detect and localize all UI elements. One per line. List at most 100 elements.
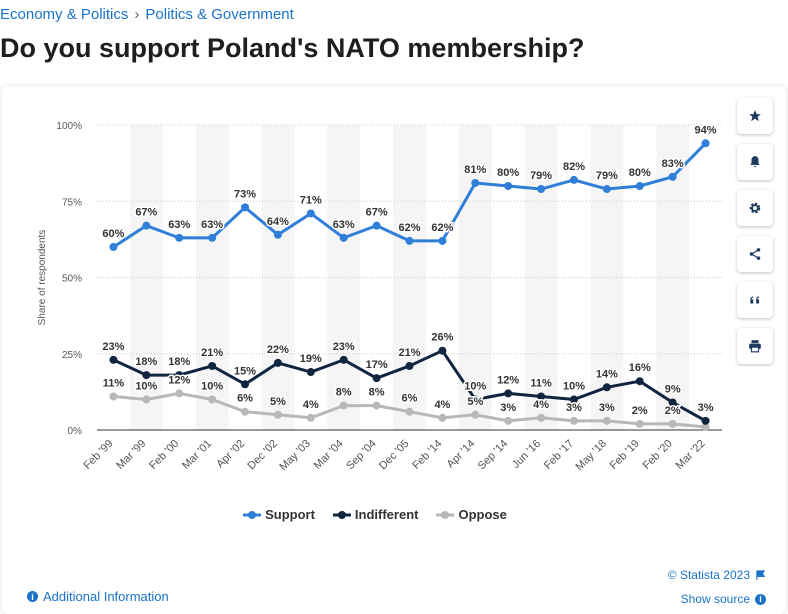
data-label-oppose: 4% [303,399,319,411]
data-label-support: 63% [201,219,223,231]
data-label-oppose: 6% [402,393,418,405]
data-label-oppose: 5% [467,396,483,408]
notification-button[interactable] [737,144,773,180]
data-label-oppose: 11% [103,377,125,389]
x-tick-label: Feb '99 [81,438,115,472]
legend-marker-oppose [436,510,455,519]
data-label-indifferent: 14% [596,368,618,380]
data-label-support: 62% [398,222,420,234]
data-point-support [438,236,447,245]
breadcrumb: Economy & Politics › Politics & Government [0,6,294,23]
x-tick-label: Feb '19 [608,438,642,472]
data-label-indifferent: 23% [102,341,124,353]
breadcrumb-link-politics[interactable]: Politics & Government [145,6,294,23]
data-label-oppose: 8% [336,387,352,399]
data-point-oppose [109,392,118,401]
additional-information-link[interactable]: i Additional Information [22,589,169,604]
data-point-support [273,230,282,239]
data-point-support [372,221,381,230]
data-label-oppose: 3% [500,402,516,414]
data-label-support: 67% [135,207,157,219]
data-label-support: 60% [102,228,124,240]
data-point-oppose [241,407,250,416]
data-point-oppose [701,422,710,431]
info-icon: i [27,591,38,602]
data-label-oppose: 10% [135,381,157,393]
quote-icon [750,296,760,304]
print-button[interactable] [737,328,773,364]
data-label-support: 63% [168,219,190,231]
data-point-indifferent [405,361,414,370]
x-tick-label: Sep '14 [476,438,511,473]
legend-item-indifferent[interactable]: Indifferent [332,507,418,522]
data-point-support [339,233,348,242]
data-point-indifferent [537,392,546,401]
x-tick-label: Dec '05 [377,438,412,473]
data-point-oppose [504,416,513,425]
x-tick-label: Mar '99 [114,438,148,472]
data-point-support [504,182,513,190]
data-label-indifferent: 18% [168,356,190,368]
data-point-support [405,236,414,245]
x-tick-label: Mar '01 [180,438,214,472]
y-tick-label: 25% [62,350,82,361]
data-label-indifferent: 18% [135,356,157,368]
data-point-support [701,139,710,148]
legend-label-support: Support [265,507,315,522]
share-icon [749,248,761,260]
data-label-oppose: 4% [434,399,450,411]
data-label-support: 81% [464,164,486,176]
data-point-indifferent [273,358,282,367]
legend-marker-indifferent [332,510,351,519]
data-point-indifferent [306,368,315,377]
data-label-support: 80% [497,167,519,179]
show-source-link[interactable]: Show source i [668,592,766,606]
x-tick-label: Jun '16 [510,438,543,471]
data-point-indifferent [175,371,184,380]
data-label-oppose: 2% [632,405,648,417]
data-point-oppose [602,416,611,425]
data-label-oppose: 6% [237,393,253,405]
data-point-indifferent [142,371,151,380]
data-label-support: 94% [695,124,717,136]
footer-right: © Statista 2023 Show source i [668,568,766,606]
data-label-support: 62% [431,222,453,234]
data-point-oppose [668,419,677,428]
data-label-support: 82% [563,161,585,173]
data-point-indifferent [569,395,578,404]
data-label-oppose: 8% [369,387,385,399]
additional-information-label: Additional Information [43,589,169,604]
x-tick-label: May '03 [277,438,312,473]
x-tick-label: Sep '04 [344,438,379,473]
y-tick-label: 0% [68,426,83,437]
settings-button[interactable] [737,190,773,226]
x-tick-label: Mar '22 [673,438,707,472]
y-tick-label: 75% [62,197,82,208]
data-point-support [635,182,644,190]
legend-item-support[interactable]: Support [243,507,315,522]
print-icon [749,340,761,353]
legend-item-oppose[interactable]: Oppose [436,507,507,522]
data-label-support: 80% [629,167,651,179]
data-point-indifferent [241,380,250,389]
data-label-indifferent: 10% [464,381,486,393]
share-button[interactable] [737,236,773,272]
chart-card: 0% 25% 50% 75% 100% Share of respondents Feb '… [2,86,786,614]
data-point-support [208,233,217,242]
data-point-indifferent [208,361,217,370]
data-point-oppose [438,413,447,422]
cite-button[interactable] [737,282,773,318]
toolbar [737,98,773,374]
favorite-button[interactable] [737,98,773,134]
data-label-indifferent: 10% [563,381,585,393]
data-label-support: 64% [267,216,289,228]
data-label-indifferent: 15% [234,365,256,377]
data-point-indifferent [701,416,710,425]
data-point-indifferent [372,374,381,383]
breadcrumb-link-economy[interactable]: Economy & Politics [0,6,129,23]
data-point-support [569,175,578,184]
data-label-support: 79% [530,170,552,182]
data-label-support: 63% [333,219,355,231]
data-point-support [471,178,480,187]
data-point-indifferent [109,355,118,364]
